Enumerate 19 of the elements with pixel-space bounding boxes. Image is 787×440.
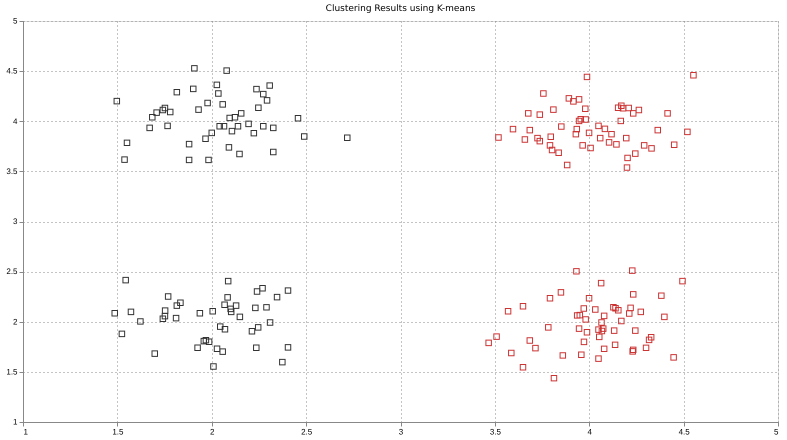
y-tick-label: 3 [13, 217, 18, 226]
x-tick-label: 4.5 [678, 428, 690, 436]
x-tick-label: 5 [774, 428, 780, 436]
x-tick-label: 1 [24, 428, 28, 436]
x-tick-label: 3 [398, 428, 404, 436]
y-tick-label: 4.5 [6, 66, 18, 76]
y-tick-label: 3.5 [6, 166, 18, 176]
x-tick-label: 1.5 [112, 428, 124, 436]
x-tick-label: 3.5 [490, 428, 502, 436]
y-tick-label: 4 [13, 116, 18, 126]
x-tick-label: 2 [210, 428, 216, 436]
y-tick-label: 2 [13, 317, 18, 326]
chart-title: Clustering Results using K-means [326, 4, 476, 14]
y-tick-label: 5 [13, 16, 18, 26]
y-tick-label: 1.5 [6, 367, 18, 376]
y-tick-label: 1 [13, 418, 18, 426]
y-tick-label: 2.5 [6, 267, 18, 276]
x-tick-label: 4 [588, 428, 593, 436]
x-tick-label: 2.5 [301, 428, 313, 436]
